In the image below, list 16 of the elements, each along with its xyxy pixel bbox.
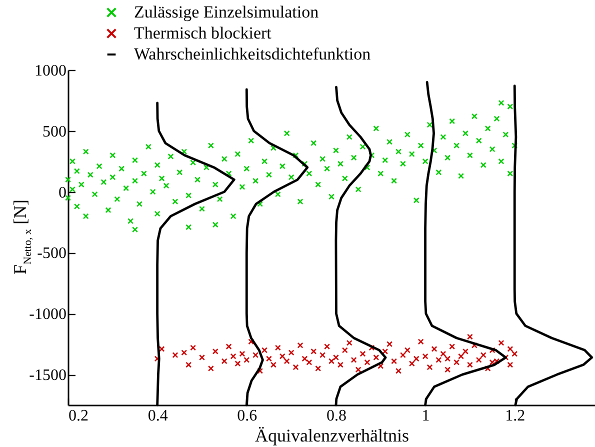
- y-tick-label: -1000: [29, 306, 66, 324]
- legend-label: Thermisch blockiert: [134, 24, 272, 42]
- x-tick-label: 0.2: [68, 408, 88, 424]
- y-tick-label: 500: [42, 123, 66, 140]
- y-tick-label: -500: [37, 245, 66, 262]
- y-tick-label: 1000: [34, 62, 66, 80]
- x-tick-label: 0.8: [326, 408, 346, 424]
- y-tick-label: -1500: [29, 367, 66, 384]
- x-tick-label: 1.2: [505, 408, 526, 424]
- x-tick-label: 1: [422, 408, 430, 424]
- x-axis-title: Äquivalenzverhältnis: [255, 426, 409, 446]
- legend-label: Zulässige Einzelsimulation: [134, 2, 320, 22]
- legend-label: Wahrscheinlichkeitsdichtefunktion: [134, 44, 372, 64]
- x-tick-label: 0.4: [148, 408, 168, 424]
- x-tick-label: 0.6: [237, 408, 258, 424]
- y-tick-label: 0: [58, 184, 66, 202]
